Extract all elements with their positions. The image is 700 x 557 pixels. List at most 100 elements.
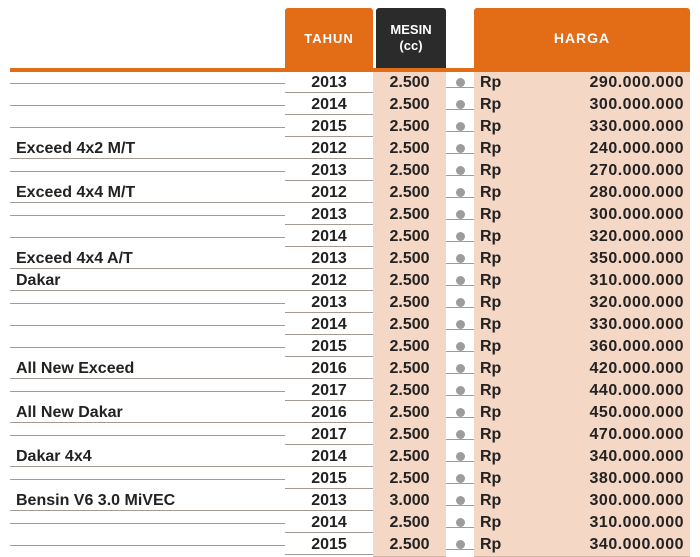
currency-label: Rp: [480, 446, 535, 468]
cell-model: All New Dakar: [10, 404, 285, 423]
cell-model: [10, 391, 285, 392]
cell-tahun: 2012: [285, 140, 373, 159]
currency-label: Rp: [480, 116, 535, 138]
header-tahun: TAHUN: [285, 8, 373, 68]
cell-harga: Rp340.000.000: [474, 446, 690, 469]
cell-harga: Rp450.000.000: [474, 402, 690, 425]
bullet-icon: [456, 452, 465, 461]
bullet-icon: [456, 320, 465, 329]
currency-label: Rp: [480, 226, 535, 248]
table-row: Exceed 4x4 A/T20132.500Rp350.000.000: [10, 248, 690, 270]
table-row: 20172.500Rp440.000.000: [10, 380, 690, 402]
currency-label: Rp: [480, 314, 535, 336]
cell-dot: [446, 408, 474, 418]
cell-harga: Rp300.000.000: [474, 490, 690, 513]
cell-model: [10, 83, 285, 84]
cell-model: [10, 479, 285, 480]
currency-label: Rp: [480, 292, 535, 314]
cell-harga: Rp320.000.000: [474, 226, 690, 249]
cell-model: Exceed 4x4 A/T: [10, 250, 285, 269]
currency-label: Rp: [480, 468, 535, 490]
cell-mesin: 3.000: [373, 490, 446, 513]
cell-harga: Rp440.000.000: [474, 380, 690, 403]
table-row: All New Dakar20162.500Rp450.000.000: [10, 402, 690, 424]
table-row: 20132.500Rp290.000.000: [10, 72, 690, 94]
cell-harga: Rp340.000.000: [474, 534, 690, 557]
bullet-icon: [456, 210, 465, 219]
cell-dot: [446, 232, 474, 242]
price-value: 340.000.000: [535, 534, 684, 556]
cell-mesin: 2.500: [373, 534, 446, 557]
price-value: 290.000.000: [535, 72, 684, 94]
cell-mesin: 2.500: [373, 424, 446, 447]
cell-harga: Rp300.000.000: [474, 94, 690, 117]
cell-dot: [446, 254, 474, 264]
cell-model: Bensin V6 3.0 MiVEC: [10, 492, 285, 511]
cell-tahun: 2014: [285, 316, 373, 335]
cell-harga: Rp350.000.000: [474, 248, 690, 271]
table-row: Dakar 4x420142.500Rp340.000.000: [10, 446, 690, 468]
price-value: 280.000.000: [535, 182, 684, 204]
cell-tahun: 2013: [285, 294, 373, 313]
table-row: All New Exceed20162.500Rp420.000.000: [10, 358, 690, 380]
cell-dot: [446, 78, 474, 88]
bullet-icon: [456, 364, 465, 373]
cell-tahun: 2015: [285, 470, 373, 489]
cell-mesin: 2.500: [373, 204, 446, 227]
cell-model: All New Exceed: [10, 360, 285, 379]
cell-mesin: 2.500: [373, 94, 446, 117]
bullet-icon: [456, 342, 465, 351]
cell-mesin: 2.500: [373, 314, 446, 337]
table-row: 20152.500Rp330.000.000: [10, 116, 690, 138]
currency-label: Rp: [480, 490, 535, 512]
cell-dot: [446, 540, 474, 550]
currency-label: Rp: [480, 270, 535, 292]
bullet-icon: [456, 518, 465, 527]
cell-dot: [446, 364, 474, 374]
cell-tahun: 2012: [285, 272, 373, 291]
cell-mesin: 2.500: [373, 270, 446, 293]
bullet-icon: [456, 232, 465, 241]
cell-model: [10, 171, 285, 172]
cell-mesin: 2.500: [373, 226, 446, 249]
bullet-icon: [456, 540, 465, 549]
cell-mesin: 2.500: [373, 248, 446, 271]
cell-dot: [446, 496, 474, 506]
header-harga: HARGA: [474, 8, 690, 68]
cell-dot: [446, 100, 474, 110]
cell-tahun: 2014: [285, 514, 373, 533]
cell-mesin: 2.500: [373, 512, 446, 535]
table-header: TAHUN MESIN (cc) HARGA: [10, 8, 690, 68]
price-value: 310.000.000: [535, 270, 684, 292]
price-value: 300.000.000: [535, 204, 684, 226]
cell-harga: Rp420.000.000: [474, 358, 690, 381]
cell-model: [10, 105, 285, 106]
cell-harga: Rp290.000.000: [474, 72, 690, 95]
price-value: 420.000.000: [535, 358, 684, 380]
bullet-icon: [456, 474, 465, 483]
price-value: 310.000.000: [535, 512, 684, 534]
table-row: 20142.500Rp320.000.000: [10, 226, 690, 248]
bullet-icon: [456, 430, 465, 439]
cell-model: [10, 545, 285, 546]
currency-label: Rp: [480, 94, 535, 116]
bullet-icon: [456, 254, 465, 263]
bullet-icon: [456, 188, 465, 197]
price-value: 320.000.000: [535, 226, 684, 248]
table-row: 20152.500Rp360.000.000: [10, 336, 690, 358]
cell-harga: Rp280.000.000: [474, 182, 690, 205]
cell-mesin: 2.500: [373, 446, 446, 469]
price-value: 350.000.000: [535, 248, 684, 270]
bullet-icon: [456, 386, 465, 395]
cell-harga: Rp380.000.000: [474, 468, 690, 491]
cell-dot: [446, 188, 474, 198]
cell-model: [10, 127, 285, 128]
price-value: 380.000.000: [535, 468, 684, 490]
cell-dot: [446, 144, 474, 154]
table-row: 20132.500Rp300.000.000: [10, 204, 690, 226]
currency-label: Rp: [480, 380, 535, 402]
price-value: 240.000.000: [535, 138, 684, 160]
cell-model: [10, 303, 285, 304]
table-row: 20142.500Rp330.000.000: [10, 314, 690, 336]
cell-dot: [446, 122, 474, 132]
